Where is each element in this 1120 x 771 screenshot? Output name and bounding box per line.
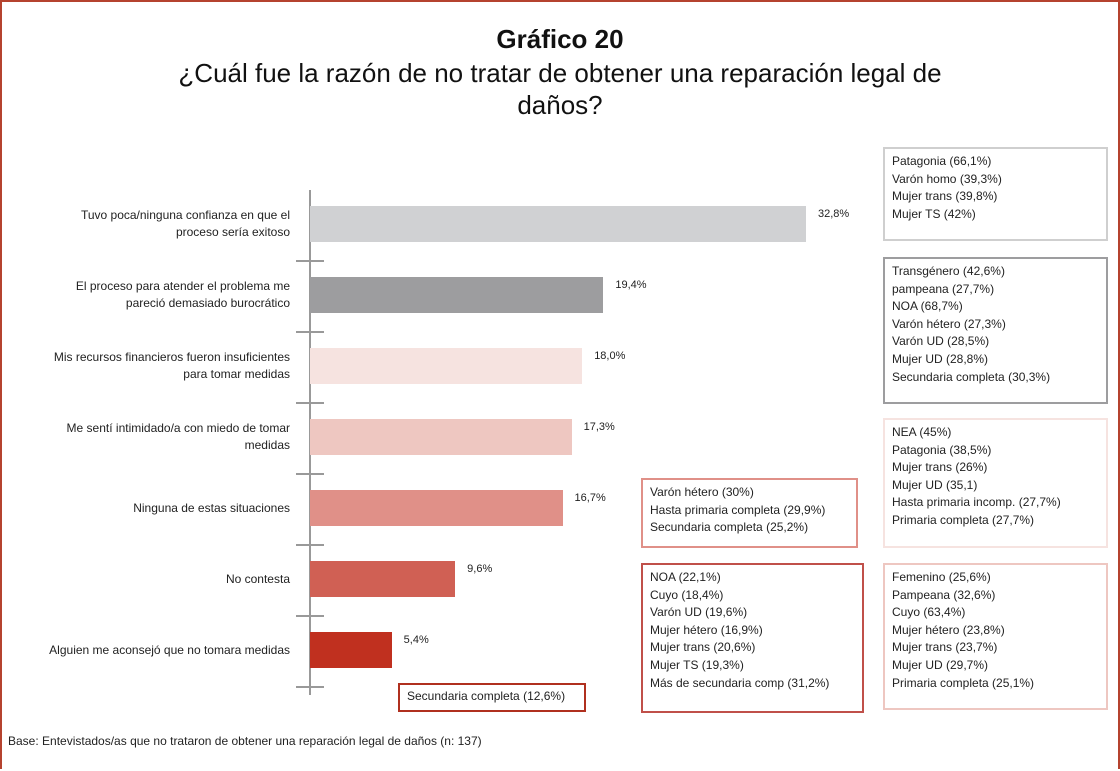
annotation-line: Mujer trans (39,8%) <box>892 189 998 204</box>
annotation-line: Varón hétero (27,3%) <box>892 316 1006 331</box>
bar <box>310 561 456 597</box>
annotation-line: Hasta primaria incomp. (27,7%) <box>892 495 1061 510</box>
axis-tick <box>296 401 324 404</box>
category-label: Me sentí intimidado/a con miedo de tomar… <box>66 421 290 452</box>
chart-title: Gráfico 20 <box>496 24 624 54</box>
annotation-line: Secundaria completa (12,6%) <box>407 689 566 703</box>
bar <box>310 632 392 668</box>
annotation-box: Secundaria completa (12,6%) <box>398 683 586 712</box>
annotation-line: Mujer UD (35,1) <box>892 477 978 492</box>
annotation-line: Primaria completa (27,7%) <box>892 512 1035 527</box>
chart-subtitle: ¿Cuál fue la razón de no tratar de obten… <box>178 58 942 120</box>
bar <box>310 348 583 384</box>
annotation-line: Pampeana (32,6%) <box>892 587 996 602</box>
annotation-line: Varón UD (19,6%) <box>650 605 748 620</box>
annotation-line: NEA (45%) <box>892 425 952 439</box>
value-label: 16,7% <box>574 492 606 504</box>
footer: Base: Entevistados/as que no trataron de… <box>8 734 482 748</box>
annotation-line: Mujer UD (28,8%) <box>892 351 989 366</box>
annotation-box: NOA (22,1%) Cuyo (18,4%) Varón UD (19,6%) M… <box>641 563 864 713</box>
annotation-line: Transgénero (42,6%) <box>892 264 1005 278</box>
value-label: 5,4% <box>403 634 429 646</box>
value-label: 18,0% <box>594 350 626 362</box>
annotation-line: Cuyo (18,4%) <box>650 587 724 602</box>
bar <box>310 277 604 313</box>
annotation-line: Mujer trans (20,6%) <box>650 640 756 655</box>
category-label: Alguien me aconsejó que no tomara medida… <box>49 642 290 657</box>
bar <box>310 419 572 455</box>
annotation-line: Mujer UD (29,7%) <box>892 657 989 672</box>
annotation-line: Secundaria completa (25,2%) <box>650 520 809 535</box>
axis-tick <box>296 614 324 617</box>
value-label: 19,4% <box>615 279 647 291</box>
category-label: Tuvo poca/ninguna confianza en que el pr… <box>80 208 290 239</box>
annotation-line: Mujer trans (23,7%) <box>892 640 998 655</box>
axis-tick <box>296 685 324 688</box>
annotation-box: Femenino (25,6%) Pampeana (32,6%) Cuyo (63… <box>883 563 1108 710</box>
annotation-line: NOA (22,1%) <box>650 570 721 584</box>
annotation-line: Más de secundaria comp (31,2%) <box>650 675 830 690</box>
axis-tick <box>296 330 324 333</box>
axis-tick <box>296 259 324 262</box>
annotation-line: Hasta primaria completa (29,9%) <box>650 502 826 517</box>
bar <box>310 490 563 526</box>
annotation-line: Femenino (25,6%) <box>892 570 991 584</box>
annotation-line: Varón homo (39,3%) <box>892 171 1002 186</box>
value-label: 17,3% <box>583 421 615 433</box>
axis-tick <box>296 543 324 546</box>
annotation-box: NEA (45%) Patagonia (38,5%) Mujer trans (2… <box>883 418 1108 548</box>
annotation-line: Primaria completa (25,1%) <box>892 675 1035 690</box>
annotation-box: Transgénero (42,6%) pampeana (27,7%) NOA (… <box>883 257 1108 404</box>
annotation-line: Mujer trans (26%) <box>892 460 988 475</box>
annotation-box: Varón hétero (30%) Hasta primaria complet… <box>641 478 858 548</box>
annotation-line: pampeana (27,7%) <box>892 281 995 296</box>
category-label: Ninguna de estas situaciones <box>133 500 290 515</box>
annotation-line: Varón hétero (30%) <box>650 485 754 499</box>
annotation-line: Mujer hétero (23,8%) <box>892 622 1005 637</box>
bar <box>310 206 806 242</box>
annotation-line: Cuyo (63,4%) <box>892 605 966 620</box>
value-label: 9,6% <box>467 563 493 575</box>
category-label: El proceso para atender el problema me p… <box>75 279 290 310</box>
annotation-box: Patagonia (66,1%) Varón homo (39,3%) Mujer… <box>883 147 1108 241</box>
annotation-line: Mujer TS (42%) <box>892 206 976 221</box>
annotation-line: Mujer hétero (16,9%) <box>650 622 763 637</box>
category-label: No contesta <box>225 571 290 586</box>
annotation-line: Mujer TS (19,3%) <box>650 657 744 672</box>
annotation-line: NOA (68,7%) <box>892 299 963 314</box>
value-label: 32,8% <box>818 208 850 220</box>
annotation-line: Varón UD (28,5%) <box>892 334 990 349</box>
annotation-line: Patagonia (38,5%) <box>892 442 992 457</box>
category-label: Mis recursos financieros fueron insufici… <box>53 350 290 381</box>
annotation-line: Secundaria completa (30,3%) <box>892 369 1051 384</box>
annotation-line: Patagonia (66,1%) <box>892 154 992 168</box>
axis-tick <box>296 472 324 475</box>
